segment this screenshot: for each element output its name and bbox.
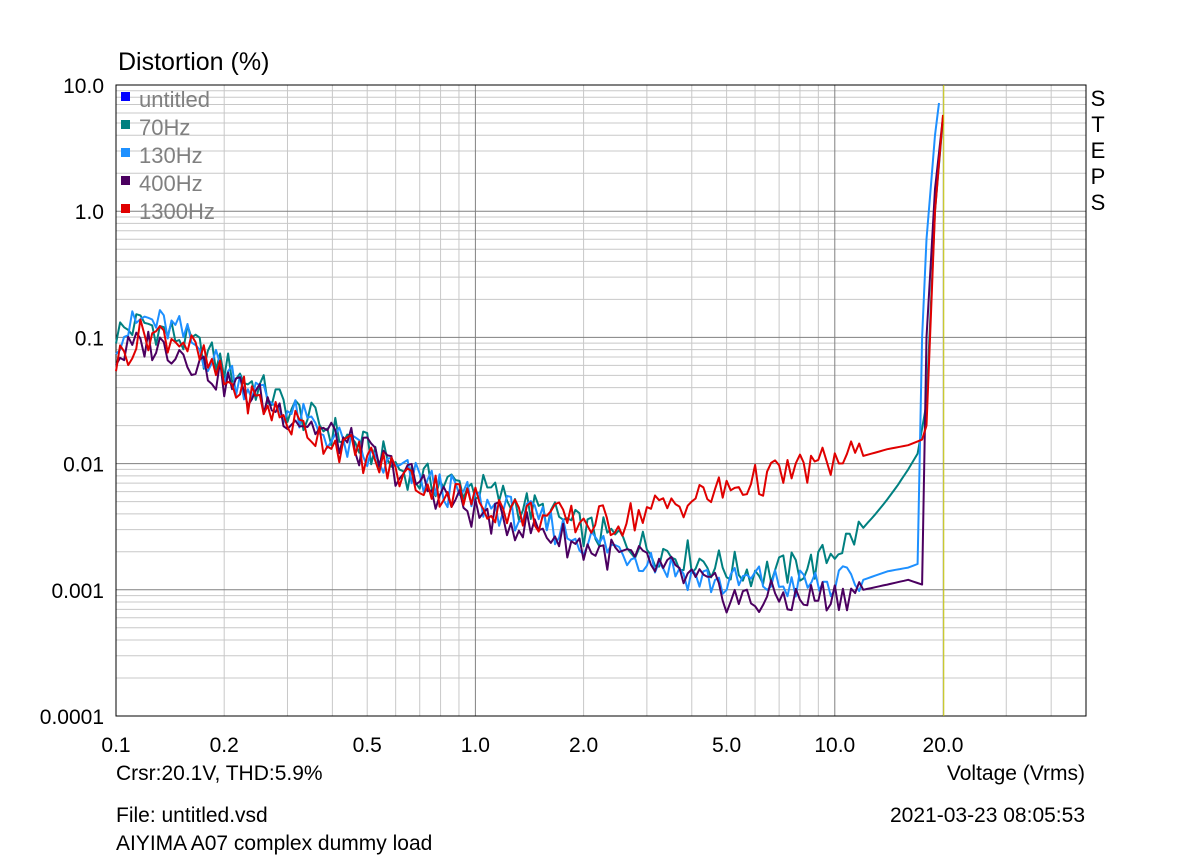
series-layer	[115, 102, 944, 614]
steps-letter: T	[1091, 112, 1104, 137]
y-tick-label: 0.0001	[40, 706, 104, 729]
legend-label: untitled	[139, 87, 210, 112]
timestamp: 2021-03-23 08:05:53	[890, 804, 1085, 827]
legend-swatch	[121, 148, 130, 157]
y-tick-label: 10.0	[63, 75, 104, 98]
grid-minor	[116, 85, 1086, 716]
legend-label: 130Hz	[139, 143, 203, 168]
legend: untitled 70Hz 130Hz 400Hz 1300Hz	[121, 87, 215, 224]
x-tick-labels: 0.1 0.2 0.5 1.0 2.0 5.0 10.0 20.0	[101, 734, 963, 757]
steps-letter: P	[1091, 164, 1106, 189]
x-axis-label: Voltage (Vrms)	[947, 762, 1085, 785]
x-tick-label: 5.0	[712, 734, 741, 757]
series-line-70hz	[115, 117, 944, 588]
grid-major	[116, 85, 1086, 716]
legend-label: 400Hz	[139, 171, 203, 196]
series-line-400hz	[115, 116, 944, 614]
y-tick-label: 0.001	[51, 580, 104, 603]
description: AIYIMA A07 complex dummy load	[116, 832, 432, 855]
x-tick-label: 1.0	[461, 734, 490, 757]
legend-swatch	[121, 176, 130, 185]
legend-swatch	[121, 120, 130, 129]
x-tick-label: 0.5	[353, 734, 382, 757]
x-tick-label: 10.0	[814, 734, 855, 757]
y-tick-label: 0.1	[75, 327, 104, 350]
cursor-readout: Crsr:20.1V, THD:5.9%	[116, 762, 323, 785]
steps-letter: S	[1091, 86, 1106, 111]
file-name: File: untitled.vsd	[116, 804, 268, 827]
x-tick-label: 0.2	[210, 734, 239, 757]
plot-frame	[115, 84, 1087, 717]
y-tick-labels: 10.0 1.0 0.1 0.01 0.001 0.0001	[40, 75, 104, 729]
legend-label: 70Hz	[139, 115, 190, 140]
steps-letter: S	[1091, 190, 1106, 215]
legend-label: 1300Hz	[139, 199, 215, 224]
series-line-1300hz	[115, 114, 944, 537]
legend-swatch	[121, 204, 130, 213]
legend-swatch	[121, 92, 130, 101]
steps-letter: E	[1091, 138, 1106, 163]
x-tick-label: 2.0	[569, 734, 598, 757]
y-tick-label: 0.01	[63, 454, 104, 477]
chart-title: Distortion (%)	[118, 48, 269, 76]
y-tick-label: 1.0	[75, 201, 104, 224]
x-tick-label: 20.0	[923, 734, 964, 757]
x-tick-label: 0.1	[101, 734, 130, 757]
